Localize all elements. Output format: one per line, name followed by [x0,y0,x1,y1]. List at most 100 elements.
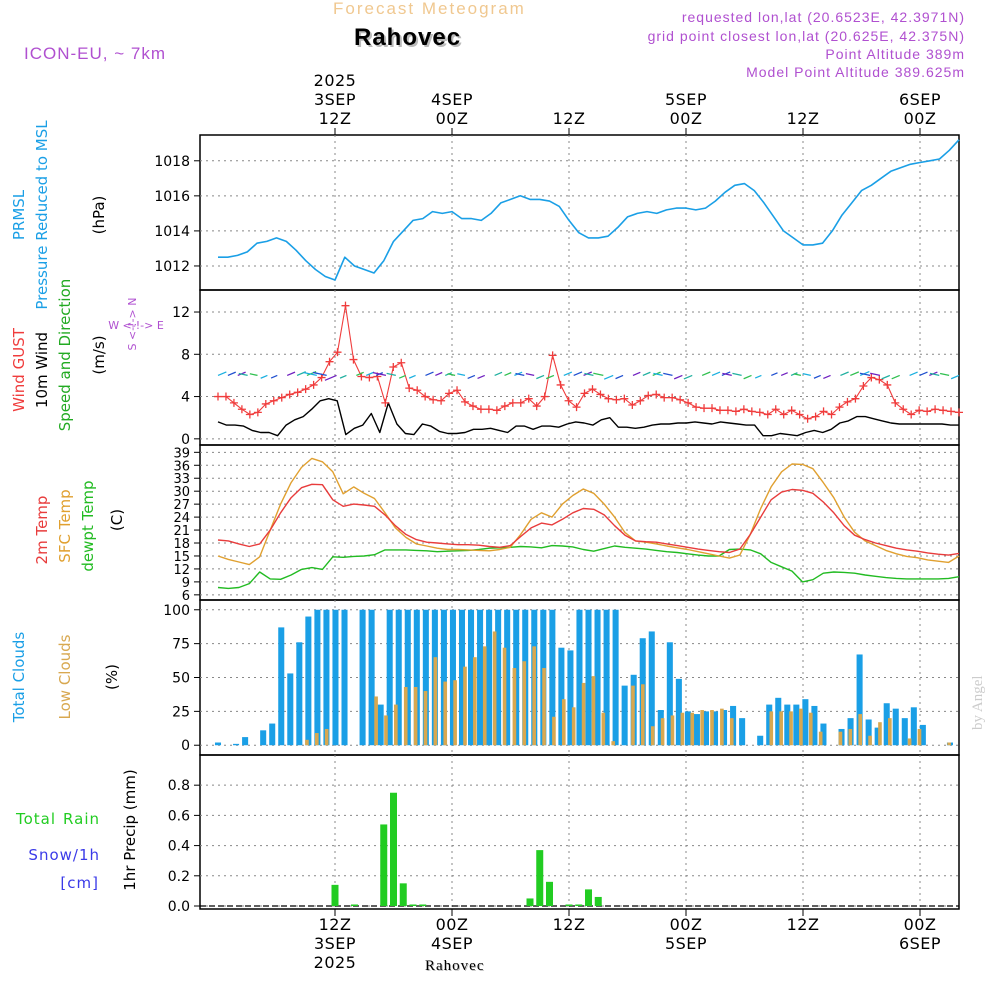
total-cloud-bar [287,673,294,746]
point-altitude: Point Altitude 389m [825,46,965,62]
bottom-time-label: 2025 [314,953,357,972]
wind-gust-marker [269,396,278,405]
total-cloud-bar [278,627,285,746]
total-cloud-bar [567,650,574,746]
total-cloud-bar [702,711,709,746]
wind-gust-marker [309,380,318,389]
total-cloud-bar [296,642,303,746]
rain-bar [585,889,592,906]
wind-gust-marker [915,406,924,415]
wind-gust-marker [596,390,605,399]
low-cloud-bar [907,738,912,746]
total-cloud-bar [359,609,366,746]
total-cloud-bar [368,609,375,746]
wind-direction-arrow [339,374,347,379]
wind-gust-marker [604,394,613,403]
wind-direction-arrow [372,371,387,377]
temp-ytick-label: 24 [173,511,190,526]
top-time-label: 00Z [436,109,469,128]
low-cloud-bar [473,657,477,746]
total-cloud-bar [549,609,556,746]
top-time-label: 2025 [314,71,357,90]
precip-ytick-label: 0.8 [168,778,190,794]
wind-gust-marker [827,410,836,419]
temp-ytick-label: 33 [173,472,190,487]
top-time-label: 12Z [553,109,586,128]
low-cloud-bar [571,707,576,746]
total-cloud-bar [892,708,899,746]
wind-direction-arrow [663,372,673,377]
wind-ytick-label: 12 [172,305,190,321]
wind-direction-arrow [823,374,831,380]
wind-gust-marker [532,402,541,411]
bottom-time-label: 3SEP [314,934,356,953]
total-cloud-bar [802,699,809,746]
wind-gust-marker [421,392,430,401]
low-cloud-bar [808,712,813,746]
total-cloud-bar [233,743,240,746]
low-cloud-bar [601,712,606,746]
wind-direction-arrow [802,373,811,377]
wind-gust-marker [668,393,677,402]
temp-ytick-label: 9 [182,576,190,591]
pressure-unit: (hPa) [90,196,108,235]
top-time-label: 12Z [319,109,352,128]
total-cloud-bar [621,685,628,746]
wind-gust-marker [867,373,876,382]
bottom-time-label: 00Z [436,915,469,934]
wind-gust-marker [763,410,772,419]
top-time-label: 00Z [670,109,703,128]
wind-direction-arrow [217,371,227,377]
wind-gust-marker [636,396,645,405]
total-cloud-bar [793,704,800,746]
temp-ytick-label: 6 [182,589,190,604]
total-cloud-bar [739,718,746,746]
temp-ytick-label: 30 [173,485,190,500]
wind-gust-marker [819,407,828,416]
wind-gust-marker [899,405,908,414]
wind-gust-marker [676,395,685,404]
low-cloud-bar [631,685,635,746]
bottom-time-label: 00Z [904,915,937,934]
low-cloud-bar [818,731,823,746]
wind-gust-marker [492,406,501,415]
wind-direction-arrow [870,372,881,377]
low-cloud-bar [690,712,695,746]
pressure-ytick-label: 1012 [154,259,190,275]
total-cloud-bar [585,609,592,746]
total-cloud-bar [811,705,818,746]
wind-direction-arrow [425,371,434,377]
total-cloud-bar [558,647,565,746]
low-cloud-bar [947,742,951,746]
total-cloud-bar [856,654,863,746]
wind-gust-marker [285,390,294,399]
low-cloud-bar [858,714,863,746]
total-cloud-bar [766,704,773,746]
low-cloud-bar [532,646,536,746]
wind-gust-line [218,305,960,420]
wind-gust-marker [859,381,868,390]
total-cloud-bar [269,723,276,746]
wind-direction-arrow [408,374,416,379]
model-point-altitude: Model Point Altitude 389.625m [746,64,965,80]
low-cloud-bar [522,661,527,746]
temp-ytick-label: 21 [173,524,190,539]
low-cloud-bar [561,699,566,746]
wind-gust-marker [572,403,581,412]
temp-ytick-label: 15 [173,550,190,565]
wind-gust-marker [620,394,629,403]
wind-10m-line [217,398,959,437]
rain-bar [594,896,602,906]
total-cloud-bar [440,609,447,746]
wind-direction-arrow [939,372,950,377]
compass-sn: S <-!-> N [126,298,139,351]
wind-gust-marker [883,380,892,389]
wind-ytick-label: 4 [181,390,190,406]
bottom-time-label: 12Z [553,915,586,934]
wind-gust-marker [221,392,230,401]
rain-bar [526,898,534,906]
total-cloud-bar [784,704,791,746]
total-cloud-bar [865,719,872,746]
